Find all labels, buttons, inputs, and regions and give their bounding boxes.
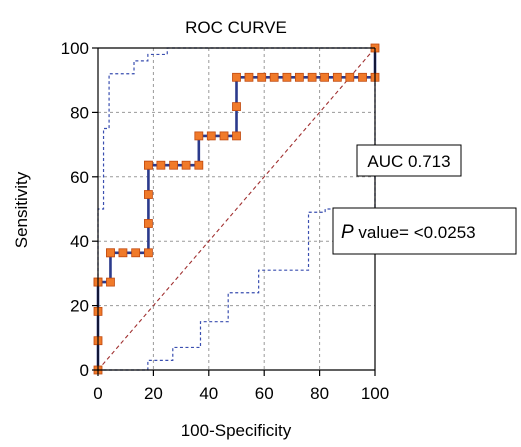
roc-point	[144, 190, 153, 199]
x-axis-label: 100-Specificity	[181, 421, 292, 440]
auc-annotation-text: AUC 0.713	[367, 152, 450, 171]
roc-point	[269, 72, 279, 82]
roc-point	[181, 160, 191, 170]
roc-point	[332, 72, 342, 82]
y-tick-label: 60	[70, 168, 89, 187]
p-value-annotation: P value= <0.0253	[332, 207, 517, 255]
ci-upper-line	[97, 47, 375, 370]
roc-curve-line	[96, 48, 377, 370]
roc-point	[257, 72, 267, 82]
roc-curve	[96, 48, 377, 370]
y-tick-label: 40	[70, 232, 89, 251]
roc-point	[244, 72, 254, 82]
tick-labels: 0 20 40 60 80 100 0 20 40 60 80 100	[61, 39, 390, 403]
roc-point	[307, 72, 317, 82]
roc-point	[358, 72, 367, 82]
roc-point	[194, 160, 204, 170]
chart-title: ROC CURVE	[185, 18, 287, 37]
roc-point	[206, 131, 216, 141]
y-axis-label: Sensitivity	[12, 171, 31, 248]
x-tick-label: 60	[255, 384, 274, 403]
x-tick-label: 0	[93, 384, 102, 403]
roc-point	[320, 72, 329, 82]
x-tick-label: 100	[361, 384, 389, 403]
p-value-annotation-box	[332, 207, 517, 255]
roc-point	[156, 160, 166, 170]
x-tick-label: 80	[310, 384, 329, 403]
p-value-italic-p: P	[341, 222, 354, 243]
confidence-band	[97, 47, 376, 371]
roc-point	[194, 131, 204, 141]
roc-point	[144, 160, 153, 170]
roc-point	[106, 277, 115, 287]
roc-point	[118, 248, 128, 258]
roc-point	[232, 131, 241, 141]
x-tick-label: 40	[199, 384, 218, 403]
auc-annotation: AUC 0.713	[356, 144, 462, 177]
roc-point	[232, 72, 241, 82]
y-tick-label: 100	[61, 39, 89, 58]
roc-point	[106, 248, 115, 258]
roc-point	[282, 72, 292, 82]
y-tick-label: 20	[70, 297, 89, 316]
roc-point	[232, 102, 241, 112]
roc-point	[219, 131, 229, 141]
roc-point	[144, 219, 153, 228]
roc-point	[131, 248, 141, 258]
p-value-annotation-text: P value= <0.0253	[341, 222, 476, 243]
ci-lower-line	[98, 48, 376, 371]
auc-annotation-box	[356, 144, 462, 177]
roc-point	[144, 248, 153, 258]
roc-point	[169, 160, 179, 170]
chance-diagonal	[97, 47, 376, 371]
chance-diagonal-line	[97, 47, 376, 371]
roc-point	[345, 72, 355, 82]
y-tick-label: 80	[70, 103, 89, 122]
y-tick-label: 0	[80, 361, 89, 380]
p-value-rest: value= <0.0253	[354, 223, 476, 242]
x-tick-label: 20	[144, 384, 163, 403]
roc-point	[294, 72, 304, 82]
